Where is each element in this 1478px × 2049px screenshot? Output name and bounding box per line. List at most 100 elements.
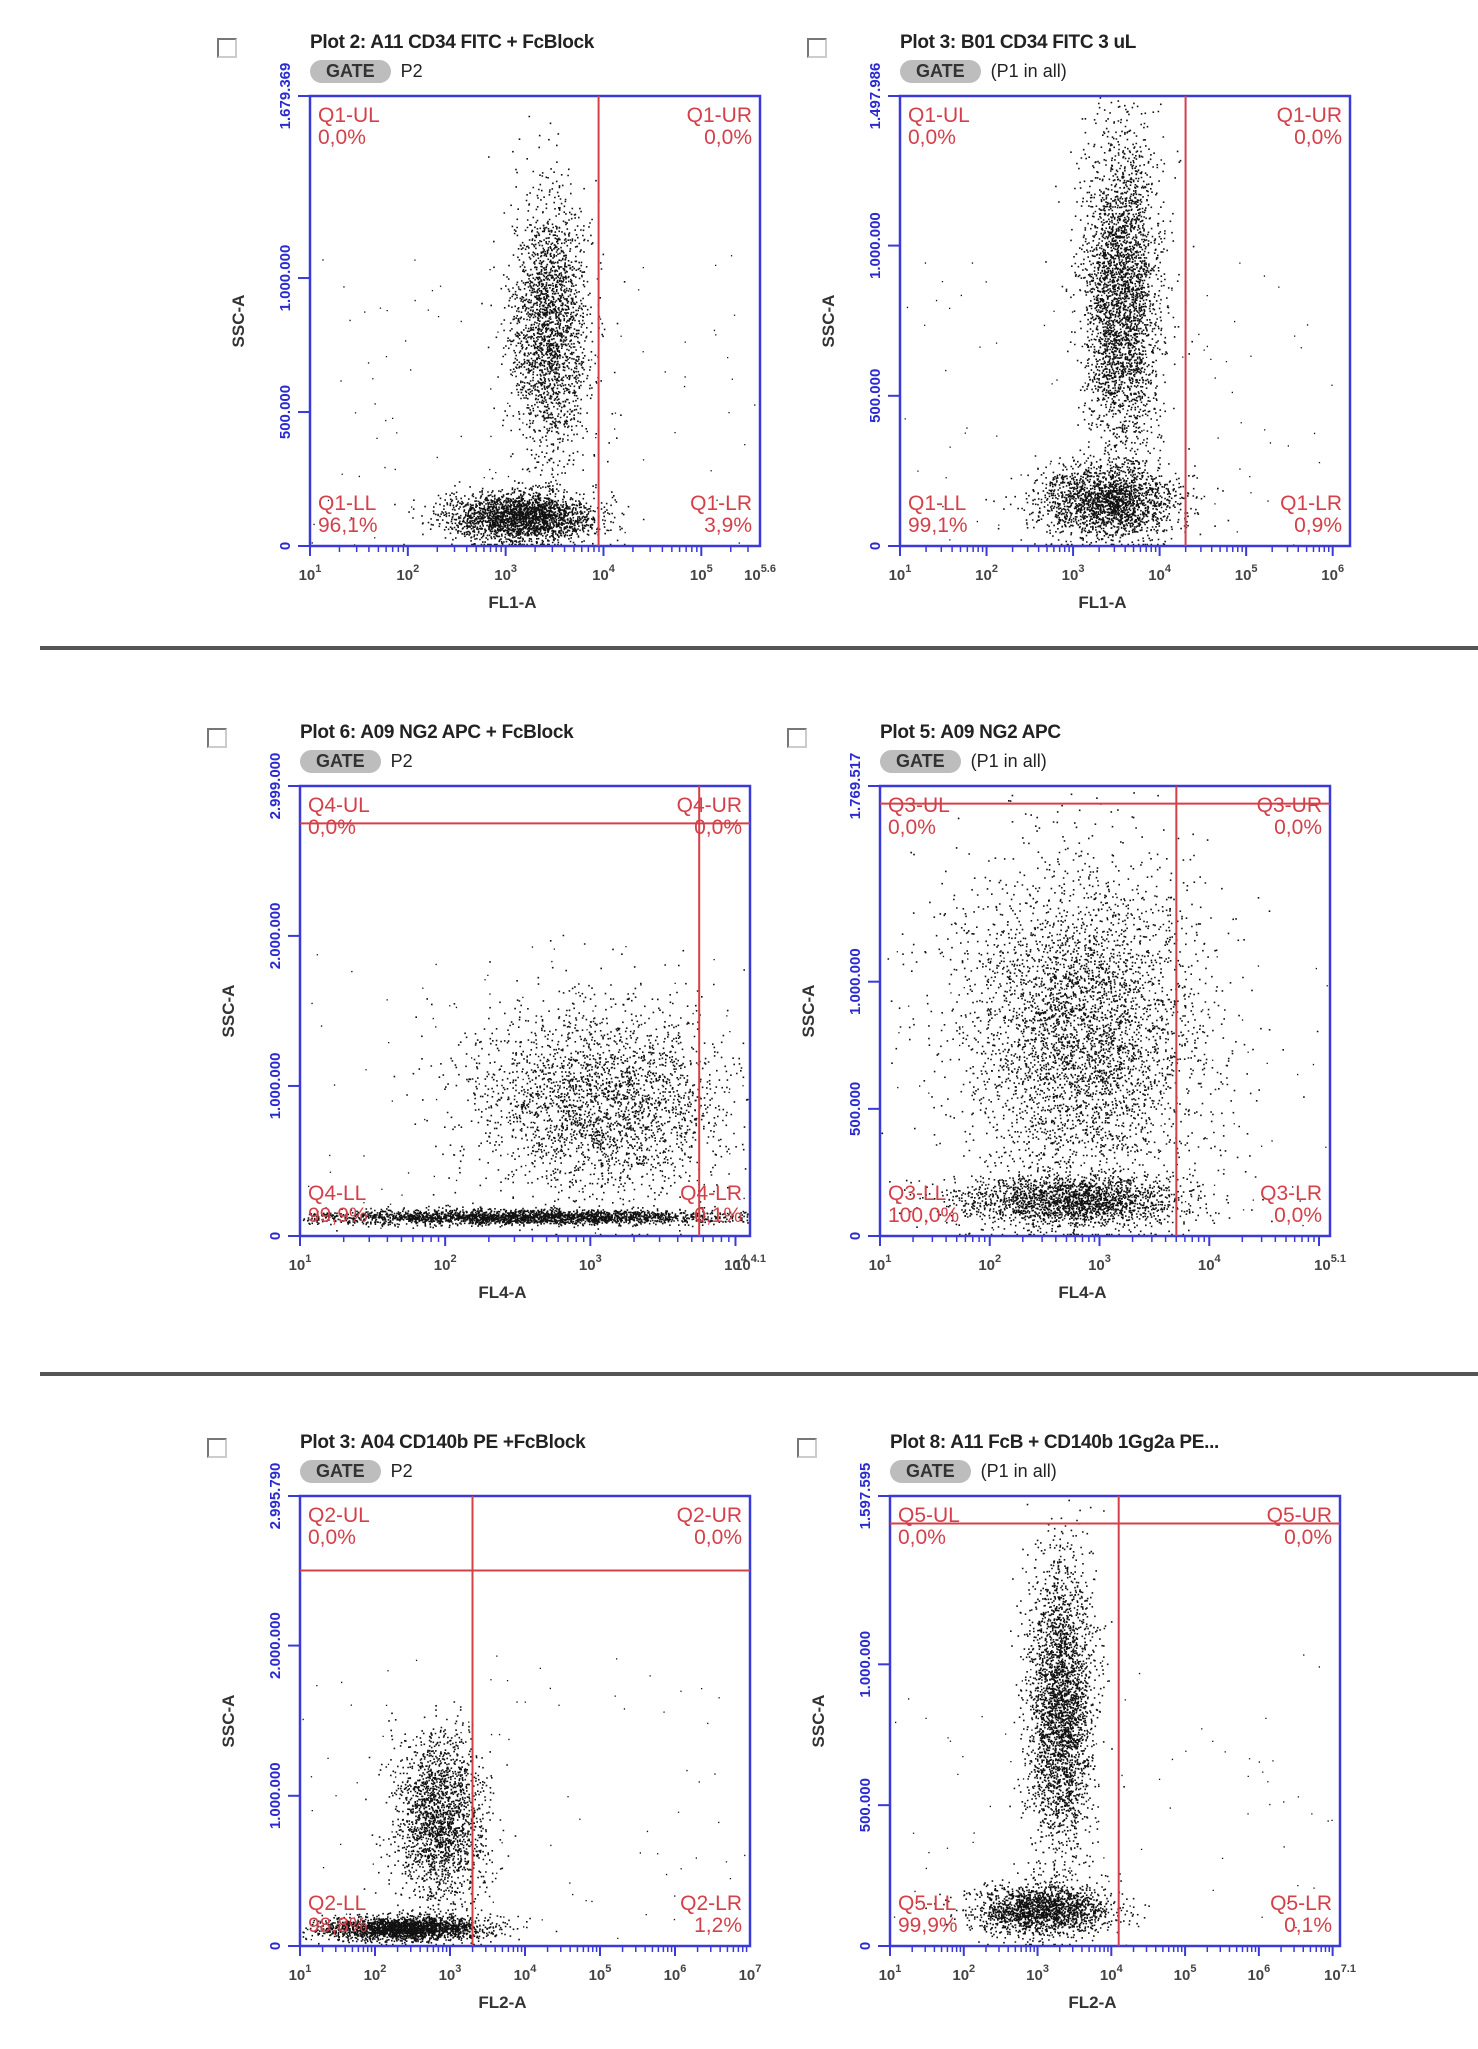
- y-tick-label: 1.000.000: [277, 245, 294, 312]
- y-tick-label: 0: [277, 542, 294, 550]
- x-tick-label: 103: [439, 1963, 462, 1984]
- quadrant-name: Q4-UR: [677, 794, 742, 817]
- quadrant-name: Q1-UL: [908, 104, 970, 127]
- gate-population: (P1 in all): [970, 751, 1047, 771]
- quadrant-name: Q2-LR: [680, 1892, 742, 1915]
- quadrant-name: Q3-LL: [888, 1182, 946, 1205]
- quadrant-name: Q1-UR: [687, 104, 752, 127]
- quadrant-percent: 0,0%: [308, 816, 356, 839]
- quadrant-name: Q3-UL: [888, 794, 950, 817]
- gate-population: (P1 in all): [990, 61, 1067, 81]
- y-tick-label: 1.769.517: [847, 753, 864, 820]
- plot-select-checkbox[interactable]: [807, 38, 827, 58]
- quadrant-percent: 0,0%: [318, 126, 366, 149]
- x-tick-label: 104: [724, 1253, 748, 1274]
- quadrant-percent: 99,9%: [308, 1204, 368, 1227]
- x-tick-label: 103: [1088, 1253, 1111, 1274]
- quadrant-name: Q2-UR: [677, 1504, 742, 1527]
- y-tick-label: 2.000.000: [267, 1612, 284, 1679]
- y-tick-label: 0: [267, 1232, 284, 1240]
- x-tick-label: 105: [1235, 563, 1258, 584]
- x-tick-label: 107: [739, 1963, 762, 1984]
- quadrant-percent: 3,9%: [704, 514, 752, 537]
- x-tick-label: 101: [869, 1253, 892, 1274]
- gate-row: GATE (P1 in all): [890, 1460, 1057, 1483]
- plot-frame: [888, 1494, 1342, 1948]
- quadrant-name: Q5-LR: [1270, 1892, 1332, 1915]
- gate-badge[interactable]: GATE: [310, 60, 391, 83]
- quadrant-percent: 0,9%: [1294, 514, 1342, 537]
- x-axis-label: FL1-A: [488, 593, 536, 612]
- row-separator: [40, 1372, 1478, 1376]
- event-dots: [904, 97, 1333, 546]
- quadrant-name: Q1-LR: [1280, 492, 1342, 515]
- plot-frame: [298, 784, 752, 1238]
- y-tick-label: 1.000.000: [857, 1631, 874, 1698]
- x-tick-label: 104: [1198, 1253, 1222, 1274]
- x-tick-label: 104: [592, 563, 616, 584]
- gate-population: (P1 in all): [980, 1461, 1057, 1481]
- x-axis-label: FL4-A: [1058, 1283, 1106, 1302]
- plot-frame: [298, 1494, 752, 1948]
- plot-title: Plot 6: A09 NG2 APC + FcBlock: [300, 722, 574, 743]
- quadrant-percent: 0,0%: [1284, 1526, 1332, 1549]
- y-tick-label: 500.000: [867, 369, 884, 423]
- quadrant-name: Q1-UL: [318, 104, 380, 127]
- y-tick-label: 1.000.000: [267, 1762, 284, 1829]
- quadrant-percent: 0,0%: [308, 1526, 356, 1549]
- quadrant-percent: 99,9%: [898, 1914, 958, 1937]
- plot-frame: [898, 94, 1352, 548]
- gate-population: P2: [390, 1461, 413, 1481]
- gate-badge[interactable]: GATE: [300, 1460, 381, 1483]
- plot-select-checkbox[interactable]: [797, 1438, 817, 1458]
- plot-title: Plot 5: A09 NG2 APC: [880, 722, 1061, 743]
- y-axis-label: SSC-A: [229, 295, 248, 348]
- y-axis-label: SSC-A: [809, 1695, 828, 1748]
- x-tick-label: 101: [289, 1253, 312, 1274]
- x-tick-label: 103: [579, 1253, 602, 1274]
- x-axis-label: FL2-A: [1068, 1993, 1116, 2012]
- x-tick-label: 105: [589, 1963, 612, 1984]
- x-tick-label: 105.6: [744, 563, 776, 584]
- plot-select-checkbox[interactable]: [207, 1438, 227, 1458]
- plot-select-checkbox[interactable]: [207, 728, 227, 748]
- quadrant-percent: 0,0%: [1294, 126, 1342, 149]
- quadrant-percent: 100,0%: [888, 1204, 959, 1227]
- x-tick-label: 103: [1026, 1963, 1049, 1984]
- event-dots: [881, 792, 1328, 1236]
- x-tick-label: 104: [1148, 563, 1172, 584]
- y-tick-label: 0: [267, 1942, 284, 1950]
- x-tick-label: 103: [1062, 563, 1085, 584]
- event-dots: [302, 1655, 746, 1946]
- x-tick-label: 104: [514, 1963, 538, 1984]
- scatter-plot: Q1-UL0,0%Q1-UR0,0%Q1-LL99,1%Q1-LR0,9%101…: [819, 63, 1352, 612]
- x-tick-label: 101: [879, 1963, 902, 1984]
- x-tick-label: 105: [1174, 1963, 1197, 1984]
- quadrant-percent: 99,1%: [908, 514, 968, 537]
- quadrant-name: Q3-LR: [1260, 1182, 1322, 1205]
- plot-select-checkbox[interactable]: [787, 728, 807, 748]
- quadrant-name: Q2-LL: [308, 1892, 366, 1915]
- quadrant-percent: 0,1%: [1284, 1914, 1332, 1937]
- x-tick-label: 106: [664, 1963, 687, 1984]
- y-tick-label: 1.000.000: [867, 212, 884, 279]
- y-tick-label: 2.995.790: [267, 1463, 284, 1530]
- x-tick-label: 102: [396, 563, 419, 584]
- plot-frame: [878, 784, 1332, 1238]
- gate-badge[interactable]: GATE: [300, 750, 381, 773]
- plot-title: Plot 2: A11 CD34 FITC + FcBlock: [310, 32, 595, 53]
- gate-row: GATE P2: [310, 60, 423, 83]
- plot-select-checkbox[interactable]: [217, 38, 237, 58]
- x-tick-label: 105: [690, 563, 713, 584]
- gate-population: P2: [400, 61, 423, 81]
- gate-badge[interactable]: GATE: [900, 60, 981, 83]
- quadrant-percent: 98,8%: [308, 1914, 368, 1937]
- y-axis-label: SSC-A: [219, 1695, 238, 1748]
- x-tick-label: 102: [364, 1963, 387, 1984]
- quadrant-percent: 0,0%: [694, 1526, 742, 1549]
- scatter-plot: Q5-UL0,0%Q5-UR0,0%Q5-LL99,9%Q5-LR0,1%101…: [809, 1463, 1356, 2012]
- scatter-plot: Q1-UL0,0%Q1-UR0,0%Q1-LL96,1%Q1-LR3,9%101…: [229, 63, 776, 612]
- scatter-plot: Q2-UL0,0%Q2-UR0,0%Q2-LL98,8%Q2-LR1,2%101…: [219, 1463, 762, 2012]
- gate-badge[interactable]: GATE: [890, 1460, 971, 1483]
- gate-badge[interactable]: GATE: [880, 750, 961, 773]
